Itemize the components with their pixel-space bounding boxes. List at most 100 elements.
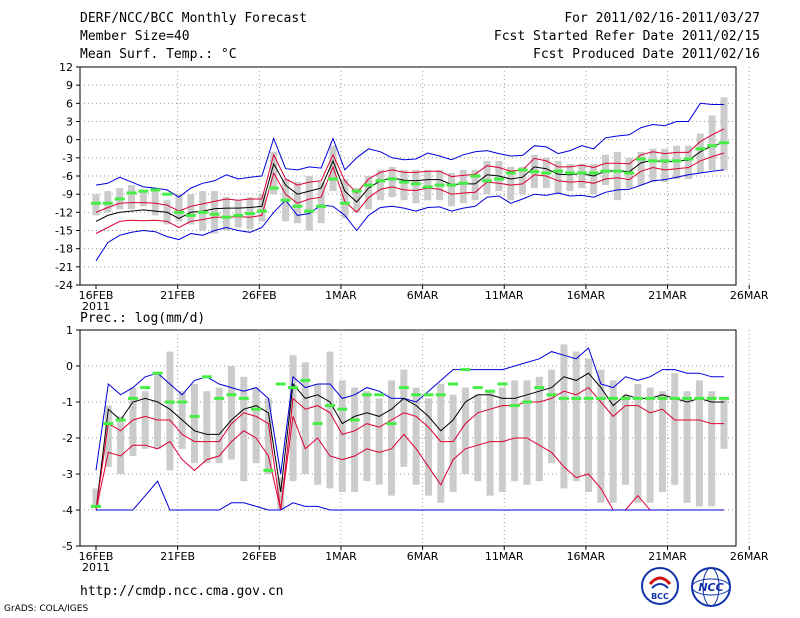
- obs-marker: [647, 159, 658, 163]
- y-tick-label: -3: [62, 152, 73, 165]
- panel-2: 1 0 -1 -2 -3 -4 -5 16FEB 21FEB 26FEB 1MAR 6MAR 11MAR…: [62, 311, 769, 574]
- spread-bar: [695, 380, 703, 507]
- spread-bar: [471, 169, 479, 201]
- spread-bar: [449, 394, 457, 492]
- spread-bar: [341, 179, 349, 219]
- x-tick-label: 16MAR: [567, 550, 606, 563]
- spread-bar: [129, 387, 137, 456]
- y-tick-label: -2: [62, 432, 73, 445]
- spread-bar: [264, 398, 272, 474]
- obs-marker: [411, 393, 422, 397]
- obs-marker: [361, 393, 372, 397]
- x-tick-label: 1MAR: [325, 289, 357, 302]
- obs-marker: [103, 422, 114, 426]
- obs-marker: [312, 422, 323, 426]
- obs-marker: [671, 159, 682, 163]
- obs-marker: [706, 396, 717, 400]
- spread-bar: [376, 169, 384, 201]
- spread-bar: [646, 387, 654, 503]
- obs-marker: [505, 171, 516, 175]
- spread-bar: [154, 373, 162, 449]
- spread-bar: [314, 384, 322, 485]
- obs-marker: [138, 189, 149, 193]
- spread-bar: [351, 387, 359, 492]
- y-tick-label: 0: [66, 360, 73, 373]
- spread-bar: [353, 188, 361, 213]
- spread-bar: [203, 391, 211, 464]
- spread-bar: [523, 380, 531, 485]
- spread-bar: [708, 115, 716, 170]
- obs-marker: [576, 171, 587, 175]
- obs-marker: [351, 189, 362, 193]
- x-tick-label: 16FEB: [79, 289, 114, 302]
- obs-marker: [558, 396, 569, 400]
- obs-marker: [339, 201, 350, 205]
- spread-bar: [400, 369, 408, 467]
- obs-marker: [423, 393, 434, 397]
- x-tick-label: 16FEB: [79, 550, 114, 563]
- spread-bar: [175, 194, 183, 222]
- spread-bar: [227, 366, 235, 460]
- obs-marker: [399, 180, 410, 184]
- obs-marker: [162, 192, 173, 196]
- x-year-label: 2011: [82, 561, 110, 574]
- obs-marker: [620, 396, 631, 400]
- x-tick-label: 26FEB: [242, 289, 277, 302]
- y-tick-label: 1: [66, 324, 73, 337]
- obs-marker: [337, 407, 348, 411]
- obs-marker: [126, 191, 137, 195]
- spread-bar: [519, 166, 527, 195]
- obs-marker: [226, 393, 237, 397]
- obs-marker: [583, 396, 594, 400]
- series-line-min: [96, 480, 724, 511]
- spread-bar: [141, 391, 149, 449]
- obs-marker: [448, 382, 459, 386]
- obs-marker: [91, 201, 101, 205]
- spread-bar: [305, 176, 313, 231]
- spread-bar: [363, 391, 371, 482]
- obs-marker: [238, 396, 249, 400]
- spread-bar: [535, 376, 543, 482]
- x-tick-label: 11MAR: [485, 289, 524, 302]
- spread-bar: [215, 387, 223, 464]
- obs-marker: [612, 169, 623, 173]
- ncc-logo-icon: NCC: [691, 567, 731, 607]
- spread-bar: [166, 351, 174, 471]
- series-line-p25: [95, 416, 724, 511]
- obs-marker: [509, 404, 520, 408]
- obs-marker: [458, 181, 469, 185]
- obs-marker: [497, 382, 508, 386]
- spread-bar: [486, 391, 494, 496]
- obs-marker: [324, 404, 335, 408]
- obs-marker: [564, 171, 575, 175]
- spread-bar: [634, 384, 642, 503]
- panel-1: 12 9 6 3 0 -3 -6 -9 -12 -15 -18 -21 -24 16FEB 21FEB 26F…: [55, 61, 769, 313]
- source-url[interactable]: http://cmdp.ncc.cma.gov.cn: [80, 584, 284, 599]
- y-tick-label: -3: [62, 468, 73, 481]
- spread-bar: [548, 369, 556, 464]
- x-tick-label: 11MAR: [485, 550, 524, 563]
- y-tick-label: -1: [62, 396, 73, 409]
- spread-bar: [708, 391, 716, 507]
- obs-marker: [214, 396, 225, 400]
- obs-marker: [553, 169, 564, 173]
- obs-marker: [541, 171, 552, 175]
- spread-bar: [578, 163, 586, 189]
- spread-bar: [424, 398, 432, 496]
- obs-marker: [571, 396, 582, 400]
- obs-marker: [386, 422, 397, 426]
- spread-bar: [104, 405, 112, 467]
- spread-bar: [277, 477, 285, 510]
- x-tick-label: 6MAR: [407, 289, 439, 302]
- ncc-logo-text: NCC: [698, 581, 723, 594]
- obs-marker: [636, 157, 647, 161]
- variable-label: Mean Surf. Temp.: °C: [80, 47, 237, 62]
- obs-marker: [233, 213, 244, 217]
- spread-bar: [483, 160, 491, 195]
- spread-bar: [424, 169, 432, 201]
- obs-marker: [197, 210, 208, 214]
- spread-bar: [560, 344, 568, 489]
- spread-bar: [437, 384, 445, 503]
- y-tick-label: -21: [55, 261, 73, 274]
- forecast-period: For 2011/02/16-2011/03/27: [564, 11, 760, 26]
